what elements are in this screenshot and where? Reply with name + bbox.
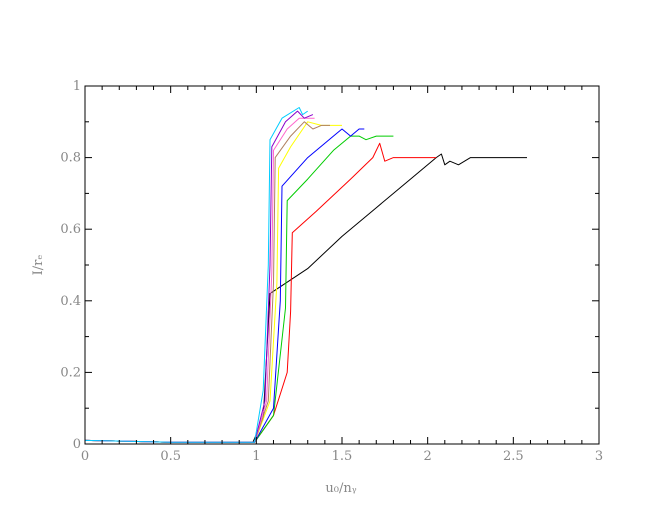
x-tick-label: 3 [595,449,603,464]
x-tick-label: 2 [424,449,432,464]
y-tick-label: 0.8 [60,151,81,166]
x-tick-label: 1.5 [332,449,353,464]
series-line-6 [84,121,330,443]
plot-area-frame [84,85,600,445]
series-line-2 [84,142,437,443]
y-tick-label: 0.4 [60,294,81,309]
y-tick-label: 0.6 [60,222,81,237]
series-line-4 [84,128,365,443]
x-tick-label: 0 [81,449,89,464]
x-tick-label: 0.5 [160,449,181,464]
x-axis-label: u₀/nᵧ [325,481,356,496]
series-line-9 [84,107,308,443]
y-axis-label: I/rₑ [31,255,46,276]
y-tick-label: 1 [73,79,81,94]
y-tick-label: 0 [73,437,81,452]
x-tick-label: 2.5 [503,449,524,464]
series-line-5 [84,121,342,443]
x-tick-label: 1 [252,449,260,464]
y-tick-label: 0.2 [60,365,81,380]
series-line-1 [84,153,527,443]
series-line-8 [84,110,314,443]
